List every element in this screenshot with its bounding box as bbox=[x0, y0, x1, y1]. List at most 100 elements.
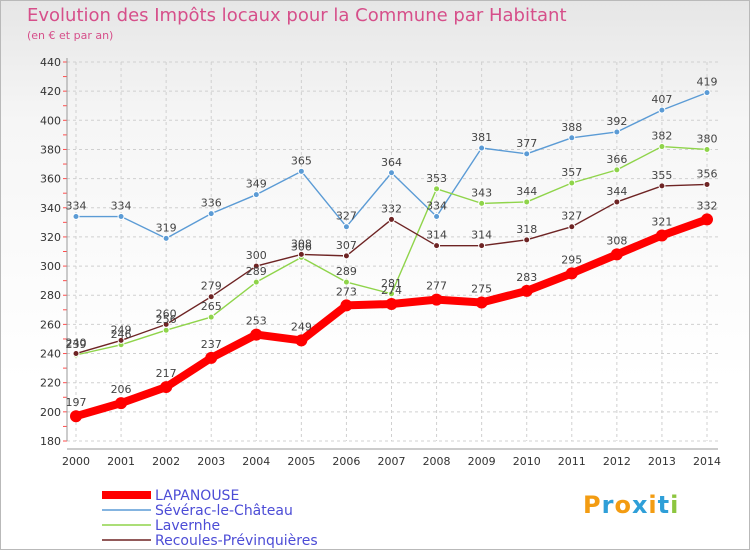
logo-letter: r bbox=[601, 491, 615, 519]
data-point bbox=[250, 328, 263, 341]
data-point bbox=[342, 252, 350, 260]
data-label: 300 bbox=[246, 249, 267, 262]
data-point bbox=[117, 213, 125, 221]
data-label: 260 bbox=[156, 307, 177, 320]
y-tick-label: 200 bbox=[40, 406, 61, 419]
y-tick-label: 420 bbox=[40, 85, 61, 98]
data-label: 253 bbox=[246, 315, 267, 328]
logo-letter: t bbox=[657, 491, 671, 519]
data-point bbox=[388, 215, 395, 223]
y-tick-label: 340 bbox=[40, 202, 61, 215]
data-label: 318 bbox=[516, 223, 537, 236]
logo-letter: i bbox=[670, 491, 680, 519]
y-tick-label: 260 bbox=[40, 318, 61, 331]
data-point bbox=[252, 278, 260, 286]
data-point bbox=[70, 410, 82, 423]
x-tick-label: 2014 bbox=[693, 455, 721, 468]
x-tick-label: 2004 bbox=[242, 455, 270, 468]
data-point bbox=[610, 248, 623, 261]
data-label: 355 bbox=[651, 169, 672, 182]
data-label: 382 bbox=[651, 130, 672, 143]
data-point bbox=[658, 106, 666, 114]
data-point bbox=[433, 213, 441, 221]
y-tick-label: 400 bbox=[40, 114, 61, 127]
data-point bbox=[205, 351, 218, 364]
data-label: 306 bbox=[291, 240, 312, 253]
data-point bbox=[342, 278, 350, 286]
data-label: 321 bbox=[651, 215, 672, 228]
y-tick-label: 180 bbox=[40, 435, 61, 448]
data-point bbox=[433, 185, 441, 193]
data-label: 289 bbox=[336, 265, 357, 278]
data-label: 197 bbox=[66, 396, 87, 409]
data-point bbox=[568, 223, 576, 231]
data-label: 275 bbox=[471, 283, 492, 296]
data-label: 237 bbox=[201, 338, 222, 351]
data-point bbox=[72, 213, 80, 221]
data-label: 334 bbox=[426, 200, 447, 213]
data-point bbox=[658, 182, 666, 190]
data-label: 206 bbox=[111, 383, 132, 396]
data-label: 380 bbox=[697, 132, 718, 145]
data-label: 353 bbox=[426, 172, 447, 185]
data-label: 377 bbox=[516, 137, 537, 150]
legend-label: LAPANOUSE bbox=[155, 488, 239, 504]
data-point bbox=[520, 284, 533, 297]
data-label: 332 bbox=[381, 202, 402, 215]
data-label: 366 bbox=[606, 153, 627, 166]
data-point bbox=[478, 242, 486, 250]
data-point bbox=[523, 198, 531, 206]
x-tick-label: 2009 bbox=[468, 455, 496, 468]
legend-label: Sévérac-le-Château bbox=[155, 503, 293, 519]
data-point bbox=[613, 166, 621, 174]
data-label: 349 bbox=[246, 178, 267, 191]
data-point bbox=[568, 179, 576, 187]
x-tick-label: 2005 bbox=[287, 455, 315, 468]
data-label: 274 bbox=[381, 284, 402, 297]
data-point bbox=[160, 381, 173, 394]
data-label: 295 bbox=[561, 253, 582, 266]
data-point bbox=[523, 236, 531, 244]
data-label: 217 bbox=[156, 367, 177, 380]
data-label: 246 bbox=[111, 328, 132, 341]
data-label: 334 bbox=[111, 200, 132, 213]
data-point bbox=[388, 169, 395, 177]
y-tick-label: 320 bbox=[40, 231, 61, 244]
logo-letter: P bbox=[583, 491, 602, 519]
data-label: 365 bbox=[291, 154, 312, 167]
data-point bbox=[613, 198, 621, 206]
data-point bbox=[658, 143, 666, 151]
data-label: 279 bbox=[201, 280, 222, 293]
data-label: 356 bbox=[697, 167, 718, 180]
data-point bbox=[207, 313, 215, 321]
data-point bbox=[252, 191, 260, 199]
x-tick-label: 2011 bbox=[558, 455, 586, 468]
data-point bbox=[478, 144, 486, 152]
data-label: 277 bbox=[426, 280, 447, 293]
data-point bbox=[297, 250, 305, 258]
data-label: 308 bbox=[606, 234, 627, 247]
y-tick-label: 280 bbox=[40, 289, 61, 302]
data-label: 334 bbox=[66, 200, 87, 213]
data-point bbox=[207, 210, 215, 218]
data-label: 273 bbox=[336, 285, 357, 298]
data-point bbox=[703, 145, 711, 153]
y-tick-label: 440 bbox=[40, 56, 61, 69]
data-label: 392 bbox=[606, 115, 627, 128]
data-label: 289 bbox=[246, 265, 267, 278]
x-tick-label: 2006 bbox=[332, 455, 360, 468]
data-label: 319 bbox=[156, 221, 177, 234]
data-label: 256 bbox=[156, 313, 177, 326]
data-label: 381 bbox=[471, 131, 492, 144]
data-label: 364 bbox=[381, 156, 402, 169]
data-label: 249 bbox=[111, 323, 132, 336]
data-label: 344 bbox=[606, 185, 627, 198]
chart-subtitle: (en € et par an) bbox=[27, 29, 114, 42]
data-label: 357 bbox=[561, 166, 582, 179]
data-label: 327 bbox=[561, 210, 582, 223]
data-label: 343 bbox=[471, 186, 492, 199]
data-point bbox=[703, 180, 711, 188]
data-label: 308 bbox=[291, 237, 312, 250]
data-label: 327 bbox=[336, 210, 357, 223]
